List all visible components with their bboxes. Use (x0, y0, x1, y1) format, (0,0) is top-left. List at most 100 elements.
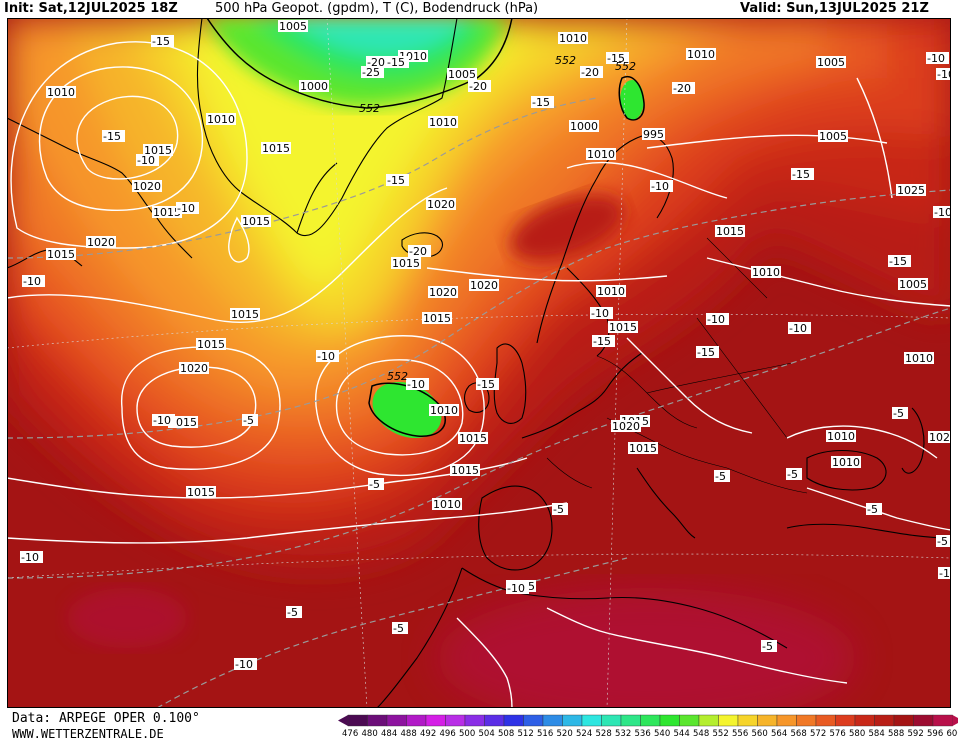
temperature-label: -20 (673, 82, 691, 95)
temperature-label-bg (176, 202, 199, 214)
graticule (7, 18, 951, 708)
pressure-label: 1010 (597, 285, 625, 298)
temperature-label: -10 (927, 52, 945, 65)
pressure-label-bg (628, 442, 658, 454)
pressure-label: 1015 (197, 338, 225, 351)
temperature-label: -15 (103, 130, 121, 143)
colorbar-swatch (367, 714, 388, 727)
temperature-label: -15 (387, 174, 405, 187)
temperature-label-bg (22, 275, 45, 287)
pressure-label-bg (831, 456, 861, 468)
pressure-label: 1005 (819, 130, 847, 143)
colorbar-swatch (893, 714, 914, 727)
colorbar-swatch (484, 714, 505, 727)
temperature-label-bg (580, 66, 603, 78)
pressure-label-bg (152, 206, 182, 218)
temperature-label-bg (714, 470, 730, 482)
pressure-label-bg (686, 48, 716, 60)
pressure-label-bg (904, 352, 934, 364)
temperature-label: -5 (287, 606, 298, 619)
pressure-label-bg (46, 86, 76, 98)
geopotential-label: 552 (359, 102, 380, 115)
colorbar-tick-label: 580 (849, 729, 865, 739)
pressure-label: 1015 (629, 442, 657, 455)
pressure-label-bg (426, 198, 456, 210)
colorbar-tick-label: 564 (771, 729, 787, 739)
colorbar-tick-label: 528 (596, 729, 612, 739)
colorbar-tick-label: 516 (537, 729, 553, 739)
colorbar-tick-label: 524 (576, 729, 592, 739)
pressure-label-bg (196, 338, 226, 350)
colorbar-swatch (542, 714, 563, 727)
pressure-label-bg (179, 362, 209, 374)
pressure-label: 1020 (612, 420, 640, 433)
pressure-label: 1010 (687, 48, 715, 61)
temperature-label-bg (102, 130, 125, 142)
colorbar-swatch (718, 714, 739, 727)
temperature-label: -10 (21, 551, 39, 564)
pressure-label-bg (168, 416, 198, 428)
temperature-label: -15 (697, 346, 715, 359)
colorbar-swatch (932, 714, 953, 727)
pressure-label: 1005 (448, 68, 476, 81)
pressure-label: 1005 (817, 56, 845, 69)
colorbar-swatch (523, 714, 544, 727)
pressure-label: 1020 (87, 236, 115, 249)
temperature-label-bg (761, 640, 777, 652)
map-title: 500 hPa Geopot. (gpdm), T (C), Bodendruc… (215, 1, 539, 16)
pressure-label-bg (143, 144, 173, 156)
temperature-label-bg (531, 96, 554, 108)
pressure-label: 1000 (300, 80, 328, 93)
colorbar-swatch (854, 714, 875, 727)
temperature-label: -5 (893, 407, 904, 420)
colorbar-tick-label: 576 (830, 729, 846, 739)
colorbar-swatch (445, 714, 466, 727)
weather-map[interactable]: 1005 1010 1000 1005 1010 1010 1005 1010 1010 1000… (7, 18, 951, 708)
temperature-label: -5 (762, 640, 773, 653)
map-header: Init: Sat,12JUL2025 18Z 500 hPa Geopot. … (0, 0, 959, 18)
colorbar-swatch (581, 714, 602, 727)
temperature-label-bg (696, 346, 719, 358)
website-credit: WWW.WETTERZENTRALE.DE (12, 727, 164, 741)
colorbar-tick-label: 536 (635, 729, 651, 739)
temperature-label: -15 (889, 255, 907, 268)
temperature-label: -20 (409, 245, 427, 258)
colorbar-swatch (659, 714, 680, 727)
temperature-label-bg (234, 658, 257, 670)
temperature-label: -10 (137, 154, 155, 167)
temperature-label-bg (468, 80, 491, 92)
temperature-label-bg (888, 255, 911, 267)
pressure-label-bg (429, 404, 459, 416)
pressure-label-bg (241, 215, 271, 227)
temperature-label-bg (892, 407, 908, 419)
pressure-label: 1015 (144, 144, 172, 157)
temperature-label: -10 (591, 307, 609, 320)
colorbar-tick-label: 476 (342, 729, 358, 739)
temperature-label: -15 (152, 35, 170, 48)
colorbar-swatch (406, 714, 427, 727)
pressure-label-bg (928, 431, 951, 443)
temperature-label: -10 (707, 313, 725, 326)
colorbar-tick-label: 568 (791, 729, 807, 739)
colorbar-swatch (913, 714, 934, 727)
pressure-label-bg (86, 236, 116, 248)
weather-map-canvas: 1005 1010 1000 1005 1010 1010 1005 1010 1010 1000… (7, 18, 951, 708)
temperature-label-bg (151, 35, 174, 47)
pressure-label: 1015 (187, 486, 215, 499)
pressure-label: 1005 (279, 20, 307, 33)
pressure-label: 1010 (47, 86, 75, 99)
pressure-label: 1010 (429, 116, 457, 129)
temperature-label: -10 (507, 582, 525, 595)
colorbar-swatch (698, 714, 719, 727)
temperature-label-bg (366, 56, 389, 68)
temperature-label-bg (590, 307, 613, 319)
colorbar-arrow-right (952, 715, 958, 726)
temperature-label-bg (476, 378, 499, 390)
geopotential-shading (7, 18, 951, 708)
pressure-label: 1010 (832, 456, 860, 469)
pressure-label-bg (206, 113, 236, 125)
pressure-label: 1020 (470, 279, 498, 292)
pressure-label-bg (816, 56, 846, 68)
pressure-label-bg (898, 278, 928, 290)
temperature-label: -10 (317, 350, 335, 363)
